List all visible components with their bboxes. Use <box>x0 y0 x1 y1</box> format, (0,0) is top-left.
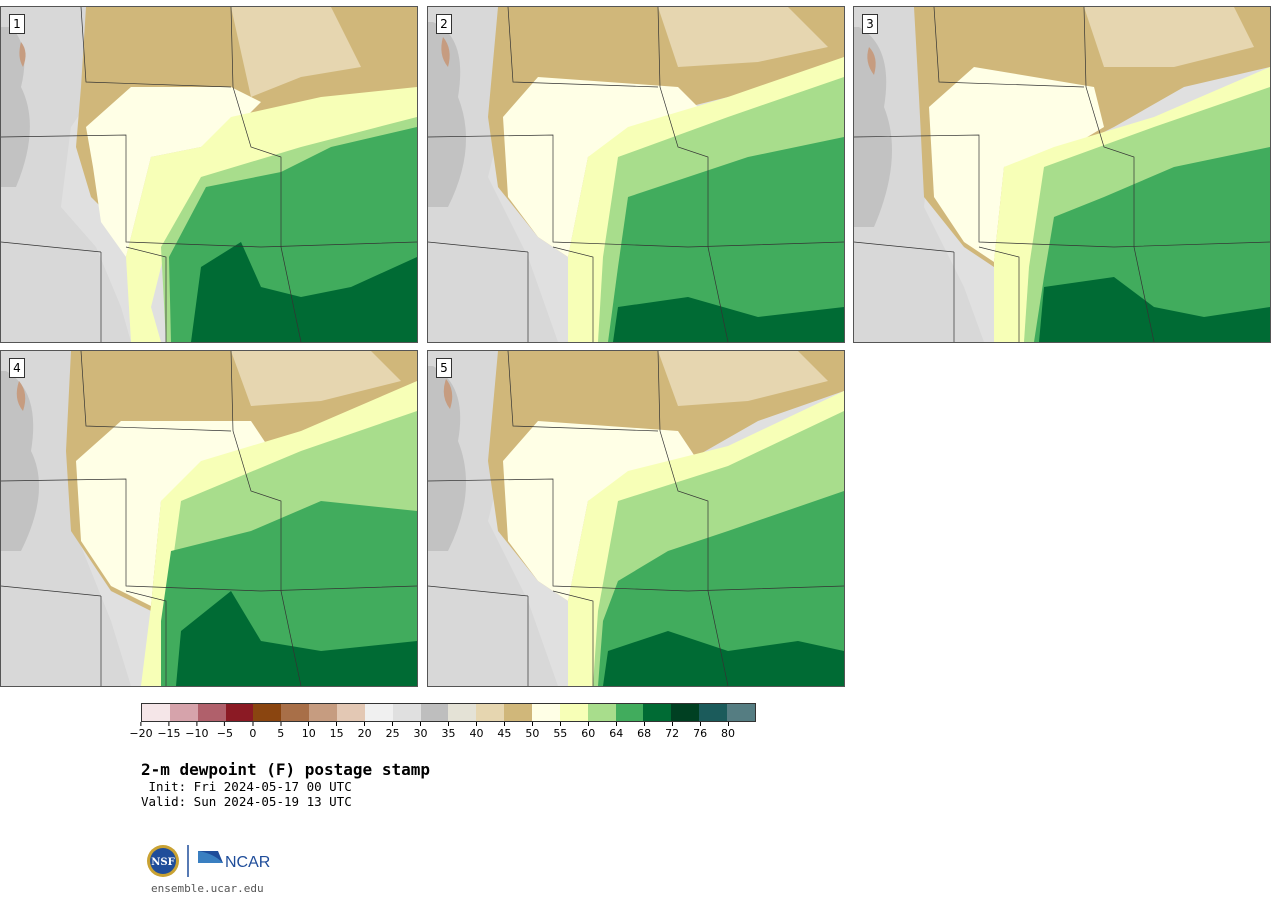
colorbar-tick-label: 45 <box>497 722 511 740</box>
colorbar-swatch <box>253 704 282 721</box>
colorbar-swatch <box>281 704 310 721</box>
colorbar-swatch <box>448 704 477 721</box>
colorbar-tick-label: 20 <box>358 722 372 740</box>
colorbar-swatch <box>671 704 700 721</box>
colorbar-swatch <box>337 704 365 721</box>
colorbar-tick-label: 76 <box>693 722 707 740</box>
map-panel-4: 4 <box>0 350 418 687</box>
init-time: Init: Fri 2024-05-17 00 UTC <box>141 779 352 794</box>
colorbar-swatch <box>476 704 505 721</box>
colorbar-swatch <box>643 704 672 721</box>
dewpoint-colorbar <box>141 703 756 722</box>
colorbar-tick-label: 55 <box>553 722 567 740</box>
map-panel-5: 5 <box>427 350 845 687</box>
site-url: ensemble.ucar.edu <box>151 882 264 895</box>
panel-label: 1 <box>9 14 25 34</box>
colorbar-swatch <box>169 704 198 721</box>
colorbar-tick-label: 15 <box>330 722 344 740</box>
plot-title: 2-m dewpoint (F) postage stamp <box>141 760 430 779</box>
colorbar-tick-label: 68 <box>637 722 651 740</box>
valid-time: Valid: Sun 2024-05-19 13 UTC <box>141 794 352 809</box>
colorbar-tick-label: 35 <box>442 722 456 740</box>
colorbar-swatch <box>197 704 226 721</box>
map-panel-2: 2 <box>427 6 845 343</box>
colorbar-tick-label: 64 <box>609 722 623 740</box>
colorbar-swatch <box>727 704 755 721</box>
colorbar-swatch <box>364 704 393 721</box>
colorbar-tick-label: 60 <box>581 722 595 740</box>
colorbar-swatch <box>504 704 533 721</box>
colorbar-swatch <box>309 704 338 721</box>
colorbar-tick-label: 80 <box>721 722 735 740</box>
colorbar-tick-label: 50 <box>525 722 539 740</box>
panel-label: 4 <box>9 358 25 378</box>
panel-label: 3 <box>862 14 878 34</box>
colorbar-tick-label: 25 <box>386 722 400 740</box>
colorbar-tick-label: −20 <box>129 722 152 740</box>
colorbar-swatch <box>587 704 616 721</box>
panel-label: 2 <box>436 14 452 34</box>
colorbar-swatch <box>142 704 170 721</box>
colorbar-swatch <box>532 704 560 721</box>
dewpoint-map-3 <box>854 7 1270 342</box>
colorbar-tick-label: 40 <box>469 722 483 740</box>
colorbar-ticks: −20 −15 −10 −5 0 5 10 15 20 25 30 35 40 45 50 55 60 64 68 7… <box>129 722 756 742</box>
nsf-logo-text: NSF <box>151 857 174 868</box>
colorbar-tick-label: −10 <box>185 722 208 740</box>
colorbar-swatch <box>392 704 421 721</box>
nsf-ncar-logo: NSF NCAR <box>147 845 270 877</box>
colorbar-swatch <box>699 704 728 721</box>
panel-label: 5 <box>436 358 452 378</box>
logos: NSF NCAR <box>145 843 275 881</box>
colorbar-swatch <box>559 704 588 721</box>
colorbar-tick-label: 10 <box>302 722 316 740</box>
dewpoint-map-4 <box>1 351 417 686</box>
map-panel-3: 3 <box>853 6 1271 343</box>
colorbar-tick-label: 0 <box>249 722 256 740</box>
colorbar-tick-label: 30 <box>414 722 428 740</box>
colorbar-tick-label: −15 <box>157 722 180 740</box>
colorbar-tick-label: −5 <box>217 722 233 740</box>
dewpoint-map-2 <box>428 7 844 342</box>
colorbar-tick-label: 5 <box>277 722 284 740</box>
colorbar-swatch <box>615 704 644 721</box>
colorbar-tick-label: 72 <box>665 722 679 740</box>
dewpoint-map-1 <box>1 7 417 342</box>
colorbar-swatch <box>225 704 254 721</box>
ncar-logo-text: NCAR <box>225 854 270 871</box>
map-panel-1: 1 <box>0 6 418 343</box>
dewpoint-map-5 <box>428 351 844 686</box>
colorbar-swatch <box>420 704 449 721</box>
